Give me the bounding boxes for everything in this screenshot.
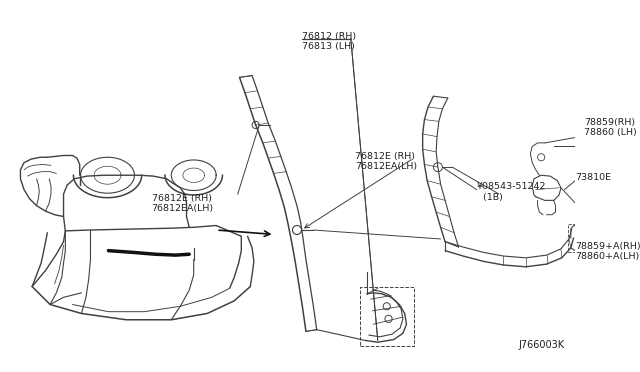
Text: 76812E (RH)
76812EA(LH): 76812E (RH) 76812EA(LH): [355, 152, 417, 171]
Text: 76812E (RH)
76812EA(LH): 76812E (RH) 76812EA(LH): [152, 194, 214, 214]
Text: 73810E: 73810E: [575, 173, 611, 182]
Text: ¥08543-51242
  (1B): ¥08543-51242 (1B): [477, 182, 546, 202]
Text: J766003K: J766003K: [518, 340, 564, 350]
Text: 76812 (RH)
76813 (LH): 76812 (RH) 76813 (LH): [302, 32, 356, 51]
Text: 78859(RH)
78860 (LH): 78859(RH) 78860 (LH): [584, 118, 637, 137]
Text: 78859+A(RH)
78860+A(LH): 78859+A(RH) 78860+A(LH): [575, 242, 640, 261]
